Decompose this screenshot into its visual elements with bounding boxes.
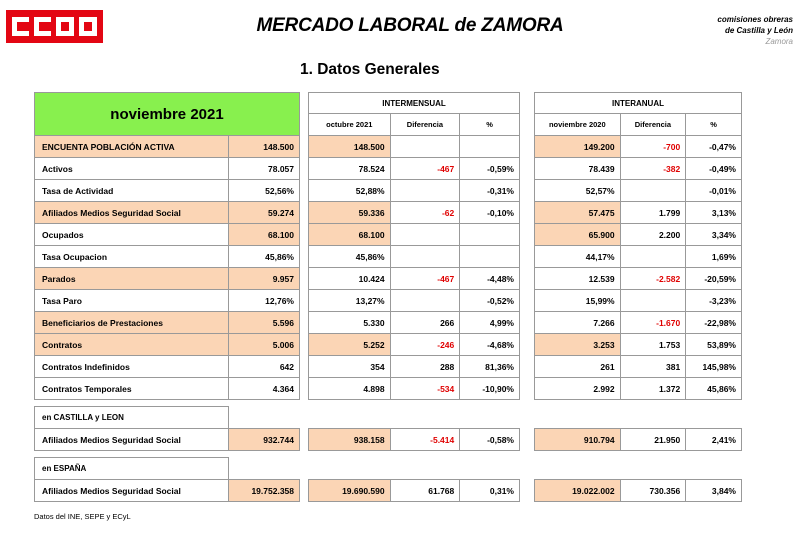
intermensual-table: INTERMENSUAL octubre 2021 Diferencia% 148… xyxy=(308,92,520,502)
table-row: 52,57% -0,01% xyxy=(534,179,742,202)
document-title: MERCADO LABORAL de ZAMORA xyxy=(256,15,564,36)
esp-group-row: en ESPAÑA xyxy=(33,457,300,480)
table-row: 261 381 145,98% xyxy=(534,355,742,378)
org-region: de Castilla y León xyxy=(724,26,793,35)
table-row: 68.100 xyxy=(308,223,520,246)
table-row: Afiliados Medios Seguridad Social 19.752.… xyxy=(33,479,300,502)
period-title: noviembre 2021 xyxy=(34,92,300,136)
table-row: 13,27% -0,52% xyxy=(308,289,520,312)
table-row: Contratos Temporales 4.364 xyxy=(33,377,300,400)
table-row: 19.690.590 61.768 0,31% xyxy=(308,479,520,502)
table-row: 910.794 21.950 2,41% xyxy=(534,428,742,451)
table-row: Tasa de Actividad 52,56% xyxy=(33,179,300,202)
table-row: 4.898 -534 -10,90% xyxy=(308,377,520,400)
table-row: Beneficiarios de Prestaciones 5.596 xyxy=(33,311,300,334)
source-footnote: Datos del INE, SEPE y ECyL xyxy=(34,512,131,521)
main-table: noviembre 2021 ENCUENTA POBLACIÓN ACTIVA… xyxy=(33,92,300,502)
table-row: 2.992 1.372 45,86% xyxy=(534,377,742,400)
table-row: 149.200 -700 -0,47% xyxy=(534,135,742,158)
table-row: 45,86% xyxy=(308,245,520,268)
table-row: 354 288 81,36% xyxy=(308,355,520,378)
table-row: 5.330 266 4,99% xyxy=(308,311,520,334)
org-name: comisiones obreras xyxy=(717,15,793,24)
table-row: Contratos Indefinidos 642 xyxy=(33,355,300,378)
table-row: 5.252 -246 -4,68% xyxy=(308,333,520,356)
section-title: 1. Datos Generales xyxy=(300,61,440,78)
table-row: 7.266 -1.670 -22,98% xyxy=(534,311,742,334)
table-row: 78.524 -467 -0,59% xyxy=(308,157,520,180)
table-row: Activos 78.057 xyxy=(33,157,300,180)
table-row: Contratos 5.006 xyxy=(33,333,300,356)
table-row: 15,99% -3,23% xyxy=(534,289,742,312)
table-row: 59.336 -62 -0,10% xyxy=(308,201,520,224)
table-row: ENCUENTA POBLACIÓN ACTIVA 148.500 xyxy=(33,135,300,158)
table-row: 148.500 xyxy=(308,135,520,158)
table-row: 78.439 -382 -0,49% xyxy=(534,157,742,180)
organization-info: comisiones obreras de Castilla y León Za… xyxy=(717,14,793,47)
table-row: 44,17% 1,69% xyxy=(534,245,742,268)
ccoo-logo xyxy=(6,10,103,43)
interanual-table: INTERANUAL noviembre 2020 Diferencia% 149… xyxy=(534,92,742,502)
intermensual-title: INTERMENSUAL xyxy=(308,92,520,114)
table-row: Parados 9.957 xyxy=(33,267,300,290)
table-row: 52,88% -0,31% xyxy=(308,179,520,202)
table-row: 12.539 -2.582 -20,59% xyxy=(534,267,742,290)
table-row: Afiliados Medios Seguridad Social 932.744 xyxy=(33,428,300,451)
table-row: Ocupados 68.100 xyxy=(33,223,300,246)
interanual-title: INTERANUAL xyxy=(534,92,742,114)
table-row: 3.253 1.753 53,89% xyxy=(534,333,742,356)
table-row: 19.022.002 730.356 3,84% xyxy=(534,479,742,502)
org-location: Zamora xyxy=(765,37,793,46)
table-row: Tasa Ocupacion 45,86% xyxy=(33,245,300,268)
cyl-group-row: en CASTILLA y LEON xyxy=(33,406,300,429)
table-row: 57.475 1.799 3,13% xyxy=(534,201,742,224)
table-row: 10.424 -467 -4,48% xyxy=(308,267,520,290)
table-row: 938.158 -5.414 -0,58% xyxy=(308,428,520,451)
table-row: Afiliados Medios Seguridad Social 59.274 xyxy=(33,201,300,224)
table-row: Tasa Paro 12,76% xyxy=(33,289,300,312)
table-row: 65.900 2.200 3,34% xyxy=(534,223,742,246)
